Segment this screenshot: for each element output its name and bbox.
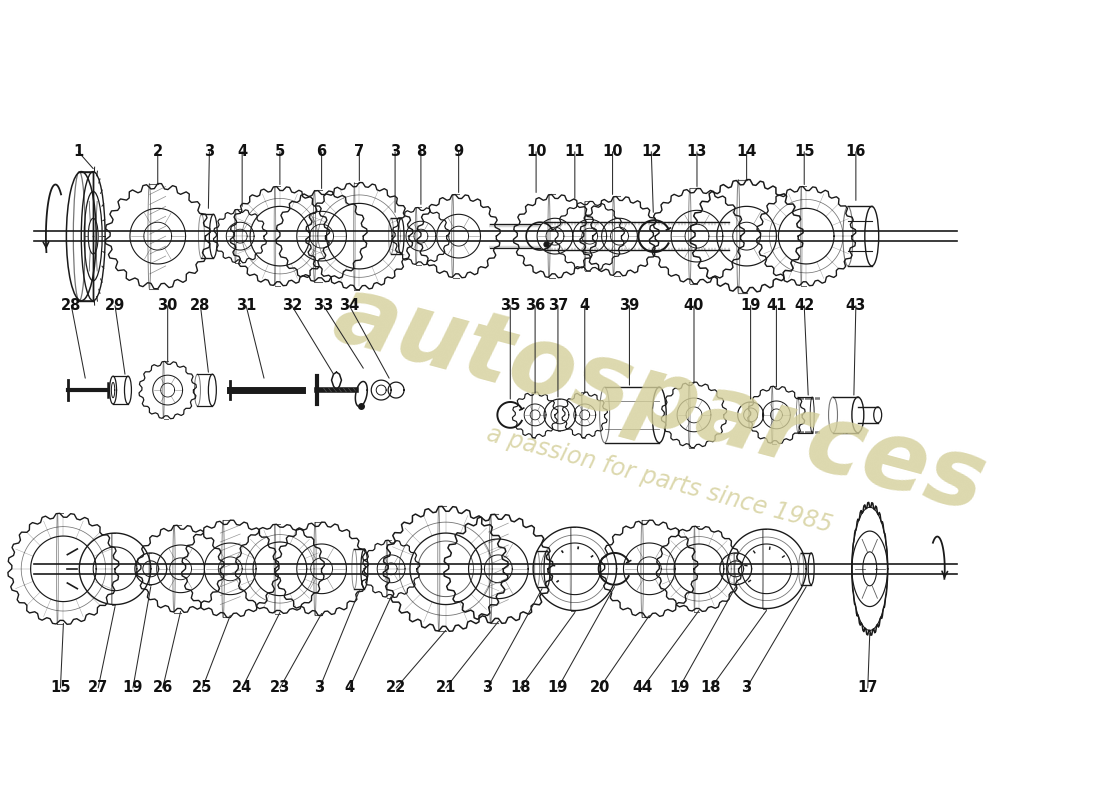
Text: 34: 34 xyxy=(339,298,360,313)
Text: 15: 15 xyxy=(794,144,814,159)
Text: 17: 17 xyxy=(858,681,878,695)
Text: 28: 28 xyxy=(62,298,81,313)
Text: 3: 3 xyxy=(741,681,751,695)
Text: 30: 30 xyxy=(157,298,178,313)
Text: 1: 1 xyxy=(74,144,84,159)
Text: 3: 3 xyxy=(483,681,493,695)
Text: 19: 19 xyxy=(669,681,690,695)
Text: 9: 9 xyxy=(453,144,464,159)
Text: 18: 18 xyxy=(701,681,722,695)
Text: 19: 19 xyxy=(123,681,143,695)
Text: 23: 23 xyxy=(270,681,290,695)
Text: 13: 13 xyxy=(686,144,707,159)
Text: 18: 18 xyxy=(510,681,530,695)
Text: 19: 19 xyxy=(740,298,761,313)
Text: 24: 24 xyxy=(232,681,252,695)
Text: 15: 15 xyxy=(51,681,70,695)
Text: 16: 16 xyxy=(846,144,866,159)
Text: 20: 20 xyxy=(590,681,609,695)
Text: 21: 21 xyxy=(436,681,455,695)
Text: 8: 8 xyxy=(416,144,426,159)
Text: 36: 36 xyxy=(525,298,546,313)
Text: 32: 32 xyxy=(282,298,301,313)
Text: 14: 14 xyxy=(736,144,757,159)
Text: a passion for parts since 1985: a passion for parts since 1985 xyxy=(484,422,835,538)
Text: 12: 12 xyxy=(641,144,661,159)
Text: 10: 10 xyxy=(526,144,547,159)
Text: 41: 41 xyxy=(767,298,786,313)
Text: 7: 7 xyxy=(354,144,364,159)
Text: 4: 4 xyxy=(344,681,354,695)
Text: 29: 29 xyxy=(104,298,125,313)
Text: 22: 22 xyxy=(386,681,406,695)
Text: 31: 31 xyxy=(235,298,256,313)
Text: autosparces: autosparces xyxy=(323,268,996,532)
Text: 35: 35 xyxy=(500,298,520,313)
Text: 3: 3 xyxy=(390,144,400,159)
Text: 4: 4 xyxy=(580,298,590,313)
Text: 44: 44 xyxy=(632,681,652,695)
Text: 27: 27 xyxy=(88,681,108,695)
Text: 37: 37 xyxy=(548,298,568,313)
Text: 3: 3 xyxy=(315,681,324,695)
Text: 42: 42 xyxy=(794,298,814,313)
Text: 6: 6 xyxy=(317,144,327,159)
Text: 2: 2 xyxy=(153,144,163,159)
Text: 33: 33 xyxy=(314,298,333,313)
Text: 40: 40 xyxy=(684,298,704,313)
Text: 5: 5 xyxy=(275,144,285,159)
Text: 28: 28 xyxy=(190,298,210,313)
Text: 39: 39 xyxy=(619,298,639,313)
Text: 4: 4 xyxy=(238,144,248,159)
Text: 43: 43 xyxy=(846,298,866,313)
Text: 25: 25 xyxy=(192,681,212,695)
Text: 26: 26 xyxy=(153,681,173,695)
Text: 3: 3 xyxy=(205,144,214,159)
Text: 10: 10 xyxy=(603,144,623,159)
Text: 19: 19 xyxy=(548,681,568,695)
Text: 11: 11 xyxy=(564,144,585,159)
